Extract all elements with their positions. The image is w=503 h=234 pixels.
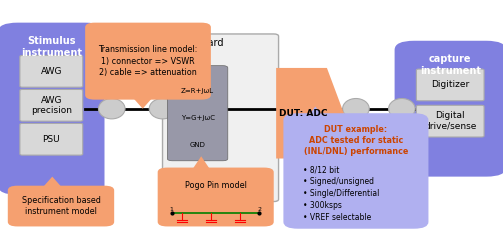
FancyBboxPatch shape <box>283 113 429 229</box>
Text: • 8/12 bit
• Signed/unsigned
• Single/Differential
• 300ksps
• VREF selectable: • 8/12 bit • Signed/unsigned • Single/Di… <box>303 165 379 222</box>
Text: Digitizer: Digitizer <box>431 80 469 89</box>
Text: 1: 1 <box>170 207 174 212</box>
Ellipse shape <box>388 99 415 119</box>
Ellipse shape <box>99 99 125 119</box>
Polygon shape <box>276 68 344 158</box>
Text: Z=R+jωL: Z=R+jωL <box>181 88 214 94</box>
Polygon shape <box>40 177 64 190</box>
FancyBboxPatch shape <box>416 105 484 137</box>
Text: AWG
precision: AWG precision <box>31 96 72 115</box>
FancyBboxPatch shape <box>162 34 279 201</box>
Ellipse shape <box>149 99 176 119</box>
Text: DUT: ADC: DUT: ADC <box>279 109 327 118</box>
FancyBboxPatch shape <box>85 23 211 100</box>
Polygon shape <box>131 95 155 109</box>
FancyBboxPatch shape <box>394 41 503 177</box>
FancyBboxPatch shape <box>20 123 82 155</box>
Text: Specification based
instrument model: Specification based instrument model <box>22 196 101 216</box>
Text: capture
instrument: capture instrument <box>420 54 481 76</box>
Polygon shape <box>306 106 325 120</box>
FancyBboxPatch shape <box>8 186 114 227</box>
FancyBboxPatch shape <box>20 89 82 121</box>
FancyBboxPatch shape <box>157 168 274 227</box>
FancyBboxPatch shape <box>0 23 105 195</box>
Polygon shape <box>191 156 212 172</box>
Text: DUT example:
ADC tested for static
(INL/DNL) performance: DUT example: ADC tested for static (INL/… <box>304 124 408 156</box>
FancyBboxPatch shape <box>416 69 484 101</box>
Text: Pogo Pin model: Pogo Pin model <box>185 181 246 190</box>
Text: Loadboard: Loadboard <box>172 39 224 48</box>
Text: Digital
drive/sense: Digital drive/sense <box>424 111 476 131</box>
Text: Y=G+jωC: Y=G+jωC <box>181 115 215 121</box>
Text: GND: GND <box>190 142 206 148</box>
Text: PSU: PSU <box>42 135 60 144</box>
FancyBboxPatch shape <box>167 66 228 161</box>
Ellipse shape <box>343 99 369 119</box>
Text: Stimulus
instrument: Stimulus instrument <box>21 36 82 58</box>
FancyBboxPatch shape <box>20 55 82 87</box>
Text: Transmission line model:
1) connector => VSWR
2) cable => attenuation: Transmission line model: 1) connector =>… <box>98 45 198 77</box>
Text: AWG: AWG <box>41 67 62 76</box>
Text: 2: 2 <box>258 207 262 212</box>
